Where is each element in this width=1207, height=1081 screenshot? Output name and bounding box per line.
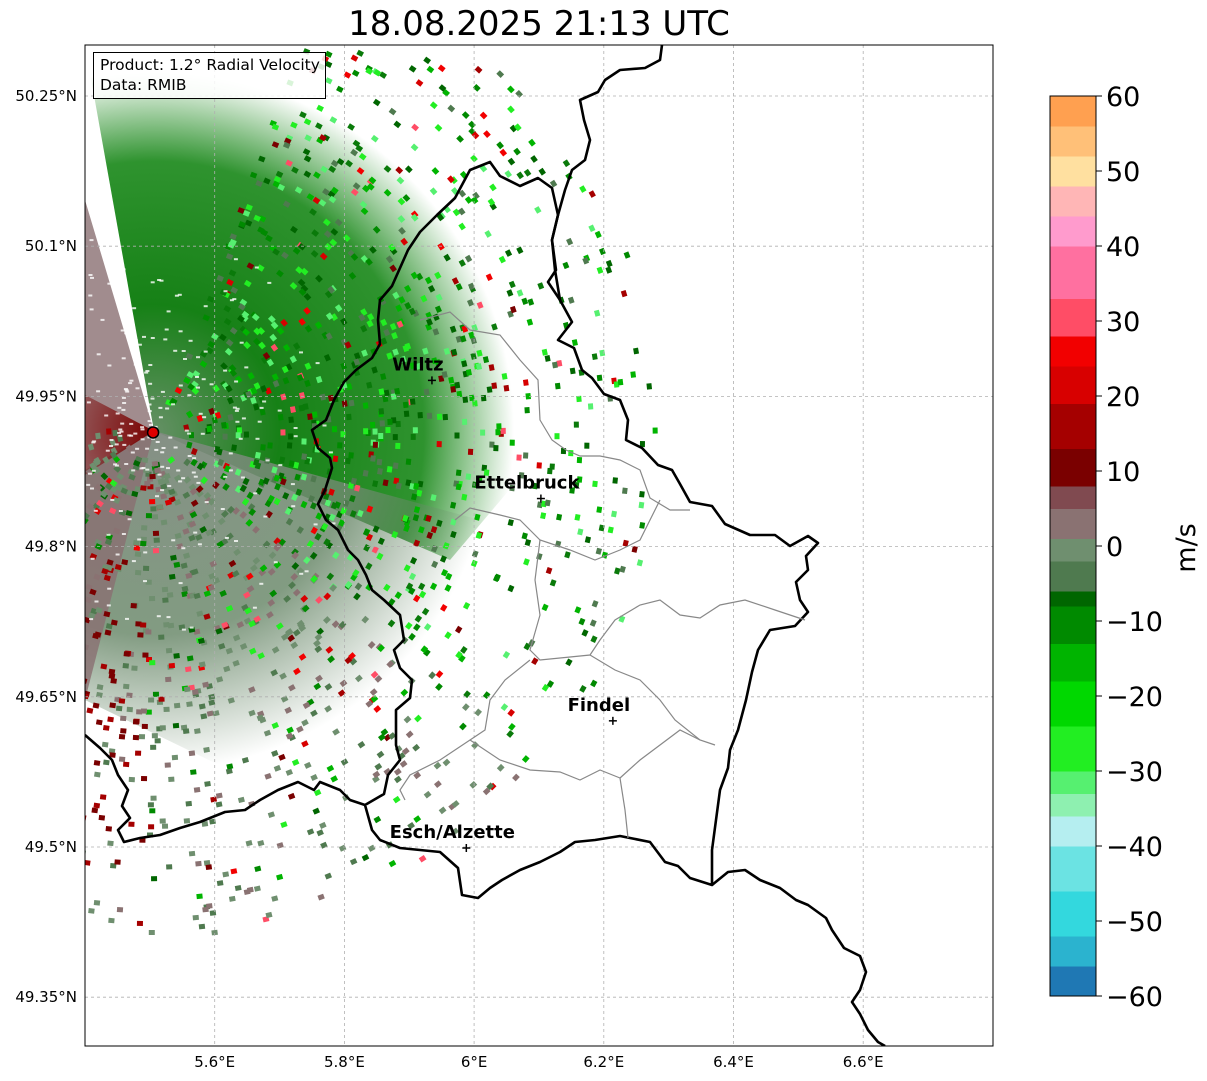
data-source-label: Data: RMIB (100, 76, 187, 94)
latitude-tick-labels: 50.25°N 50.1°N 49.95°N 49.8°N 49.65°N 49.5°N 4… (15, 87, 77, 1006)
colorbar-segment (1050, 156, 1096, 187)
inbound-velocity-area (85, 45, 560, 560)
colorbar-tick-label: 30 (1106, 307, 1140, 338)
colorbar-segment (1050, 366, 1096, 404)
colorbar-segment (1050, 606, 1096, 644)
latitude-tick-label: 49.8°N (25, 538, 77, 556)
latitude-tick-label: 50.25°N (15, 87, 77, 105)
longitude-tick-label: 6°E (461, 1053, 488, 1071)
colorbar-segment (1050, 486, 1096, 509)
radar-echo-layer (85, 45, 658, 936)
colorbar-segment (1050, 793, 1096, 817)
colorbar-segment (1050, 891, 1096, 937)
longitude-tick-label: 6.6°E (843, 1053, 884, 1071)
canton-boundaries (399, 311, 806, 839)
national-borders (85, 45, 886, 1046)
colorbar-segment (1050, 561, 1096, 592)
city-label: Findel (568, 695, 631, 716)
colorbar-segment (1050, 681, 1096, 727)
colorbar-segment (1050, 186, 1096, 217)
city-label: Ettelbruck (474, 473, 580, 494)
colorbar-tick-label: −10 (1106, 607, 1163, 638)
colorbar-tick-label: 50 (1106, 157, 1140, 188)
luxembourg-border (310, 160, 820, 900)
radar-site-marker (146, 426, 160, 439)
colorbar-tick-label: −20 (1106, 682, 1163, 713)
colorbar-tick-label: −50 (1106, 907, 1163, 938)
latitude-tick-label: 49.5°N (25, 838, 77, 856)
latitude-tick-label: 50.1°N (25, 237, 77, 255)
colorbar-segment (1050, 726, 1096, 772)
colorbar-tick-label: 0 (1106, 532, 1123, 563)
germany-france-border (711, 868, 886, 1046)
colorbar-segment (1050, 298, 1096, 337)
longitude-tick-label: 6.2°E (583, 1053, 624, 1071)
colorbar-segment (1050, 936, 1096, 967)
colorbar-tick-label: 40 (1106, 232, 1140, 263)
longitude-tick-labels: 5.6°E 5.8°E 6°E 6.2°E 6.4°E 6.6°E (194, 1053, 883, 1071)
latitude-tick-label: 49.35°N (15, 988, 77, 1006)
map-frame (84, 44, 994, 1047)
colorbar-tick-label: 60 (1106, 82, 1140, 113)
longitude-tick-label: 5.8°E (324, 1053, 365, 1071)
france-belgium-border (85, 734, 366, 844)
latitude-tick-label: 49.65°N (15, 688, 77, 706)
colorbar-segment (1050, 846, 1096, 892)
colorbar-segment (1050, 448, 1096, 487)
product-label: Product: 1.2° Radial Velocity (100, 56, 320, 74)
colorbar-unit-label: m/s (1171, 523, 1202, 572)
radar-pixels (85, 48, 658, 936)
colorbar-segment (1050, 96, 1096, 127)
longitude-tick-label: 6.4°E (713, 1053, 754, 1071)
latitude-tick-label: 49.95°N (15, 387, 77, 405)
belgium-germany-border (550, 45, 664, 301)
colorbar-segment (1050, 508, 1096, 539)
colorbar-tick-label: −40 (1106, 832, 1163, 863)
velocity-colorbar: 60 50 40 30 20 10 0 −10 −20 −30 −40 −50 −60 m/s (1049, 82, 1202, 1013)
city-label: Esch/Alzette (390, 822, 515, 843)
colorbar-segment (1050, 966, 1096, 997)
colorbar-tick-label: 20 (1106, 382, 1140, 413)
colorbar-segment (1050, 216, 1096, 247)
colorbar-segment (1050, 771, 1096, 794)
colorbar-segment (1050, 403, 1096, 449)
colorbar-segment (1050, 591, 1096, 607)
colorbar-segment (1050, 246, 1096, 299)
colorbar-segment (1050, 336, 1096, 367)
colorbar-segment (1050, 816, 1096, 847)
longitude-tick-label: 5.6°E (194, 1053, 235, 1071)
city-labels: Wiltz Ettelbruck Findel Esch/Alzette (390, 354, 631, 853)
product-info-box: Product: 1.2° Radial Velocity Data: RMIB (93, 52, 326, 99)
colorbar-segment (1050, 643, 1096, 682)
map-title: 18.08.2025 21:13 UTC (348, 4, 730, 44)
colorbar-tick-label: 10 (1106, 457, 1140, 488)
colorbar-segment (1050, 126, 1096, 157)
colorbar-tick-label: −30 (1106, 757, 1163, 788)
colorbar-tick-label: −60 (1106, 982, 1163, 1013)
colorbar-segment (1050, 538, 1096, 562)
city-label: Wiltz (392, 354, 443, 375)
